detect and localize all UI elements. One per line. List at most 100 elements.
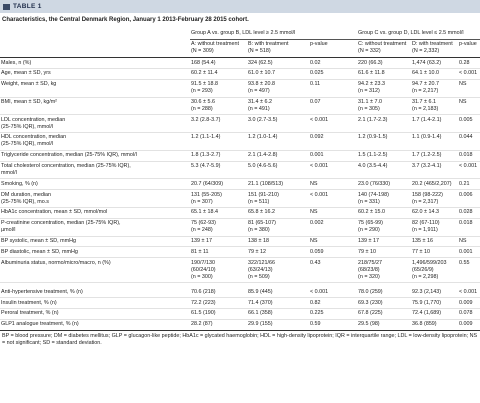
column-header: A: without treatment (N = 309) (190, 39, 247, 59)
cell: 1.2 (1.1-1.4) (190, 132, 247, 151)
column-header: C: without treatment (N = 332) (357, 39, 412, 59)
cell: 220 (66.3) (357, 57, 412, 69)
cell-line: 61.6 ± 11.8 (358, 70, 385, 77)
cell: 79 ± 12 (247, 246, 309, 259)
cell-line: 140 (74-198) (358, 191, 389, 198)
cell-line: 0.009 (459, 299, 473, 306)
cell: 4.0 (3.5-4.4) (357, 161, 412, 180)
cell-line: 5.3 (4.7-5.9) (191, 163, 221, 170)
cell: 23.0 (76/330) (357, 178, 412, 191)
column-header: p-value (458, 39, 480, 59)
cell-line: BP systolic, mean ± SD, mmHg (1, 237, 77, 244)
cell: 31.1 ± 7.0 (n = 305) (357, 97, 412, 116)
cell: 0.11 (309, 79, 358, 98)
cell: 75 (62-93) (n = 248) (190, 218, 247, 237)
cell-line: DM duration, median (1, 191, 52, 198)
cell-line: 67.8 (225) (358, 310, 383, 317)
icon (3, 3, 10, 10)
row-label: GLP1 analogue treatment, % (n) (0, 319, 190, 331)
cell-line: (n = 497) (248, 88, 270, 95)
cell-line: 79 ± 10 (358, 248, 376, 255)
cell-line: 1.5 (1.1-2.5) (358, 152, 388, 159)
table-row: P-creatinine concentration, median (25-7… (0, 218, 480, 237)
cell-line: 322/121/66 (248, 259, 275, 266)
cell: 78.0 (259) (357, 282, 412, 299)
cell: 66.1 (358) (247, 308, 309, 320)
cell-line: 139 ± 17 (358, 237, 379, 244)
cell-line: NS (310, 180, 318, 187)
cell: 30.6 ± 5.6 (n = 288) (190, 97, 247, 116)
cell-line: < 0.001 (310, 163, 329, 170)
table-row: BMI, mean ± SD, kg/m² 30.6 ± 5.6 (n = 288)… (0, 97, 480, 116)
cell-line: < 0.001 (310, 116, 329, 123)
cell-line: 66.1 (358) (248, 310, 273, 317)
cell: 5.0 (4.6-5.6) (247, 161, 309, 180)
cell: 0.009 (458, 297, 480, 310)
cell-line: (n = 288) (191, 105, 213, 112)
cell: 2.1 (1.4-2.8) (247, 150, 309, 162)
cell-line: Triglyceride concentration, median (25-7… (1, 152, 137, 159)
cell-line: BP diastolic, mean ± SD, mmHg (1, 248, 78, 255)
cell-line: (N = 2,332) (412, 48, 440, 55)
cell-line: 65.1 ± 18.4 (191, 209, 218, 216)
cell-line: BMI, mean ± SD, kg/m² (1, 98, 57, 105)
cell-line: 72.4 (1,689) (412, 310, 442, 317)
cell-line: 0.02 (310, 59, 321, 66)
cell-line: Albuminuria status, normo/micro/macro, n… (1, 259, 111, 266)
cell: 218/75/27 (68/23/8) (n = 320) (357, 257, 412, 283)
cell-line: (n = 380) (248, 227, 270, 234)
row-label: LDL concentration, median (25-75% IQR), m… (0, 114, 190, 134)
cell-line: 0.002 (310, 220, 324, 227)
cell: 60.2 ± 15.0 (357, 207, 412, 219)
cell-line: 30.6 ± 5.6 (191, 98, 215, 105)
cell: 81 ± 11 (190, 246, 247, 259)
cell-line: Smoking, % (n) (1, 180, 38, 187)
cell-line: 158 (98-222) (412, 191, 443, 198)
cell-line: 79 ± 12 (248, 248, 266, 255)
cell-line: (65/26/9) (412, 266, 434, 273)
row-label: Total cholesterol concentration, median … (0, 161, 190, 180)
cell-line: 3.0 (2.7-3.5) (248, 116, 278, 123)
cell: 71.4 (370) (247, 297, 309, 310)
cell-line: (n = 290) (358, 227, 380, 234)
cell-line: 0.001 (310, 152, 324, 159)
table-row: Age, mean ± SD, yrs 60.2 ± 11.4 61.0 ± 10.… (0, 68, 480, 80)
cell-line: HbA1c concentration, mean ± SD, mmol/mol (1, 209, 108, 216)
cell: 72.2 (223) (190, 297, 247, 310)
cell-line: 75.9 (1,770) (412, 299, 442, 306)
cell-line: NS (310, 209, 318, 216)
cell: 72.4 (1,689) (411, 308, 459, 320)
cell-line: 0.001 (459, 248, 473, 255)
cell: < 0.001 (309, 282, 358, 299)
cell-line: 94.7 ± 20.7 (412, 81, 439, 88)
cell-line: (n = 509) (248, 273, 270, 280)
cell-line: 0.044 (459, 134, 473, 141)
cell-line: 0.025 (310, 70, 324, 77)
row-label: BP systolic, mean ± SD, mmHg (0, 236, 190, 248)
cell-line: 20.7 (64/309) (191, 180, 224, 187)
cell-line: 0.28 (459, 59, 470, 66)
cell-line: 5.0 (4.6-5.6) (248, 163, 278, 170)
cell-line: 0.55 (459, 259, 470, 266)
table-row: Triglyceride concentration, median (25-7… (0, 150, 480, 162)
cell-line: 70.6 (218) (191, 288, 216, 295)
cell-line: < 0.001 (310, 191, 329, 198)
row-label: Anti-hypertensive treatment, % (n) (0, 282, 190, 299)
cell: 0.005 (458, 114, 480, 134)
cell: 0.21 (458, 178, 480, 191)
cell-line: D: with treatment (412, 41, 453, 48)
table-row: Smoking, % (n) 20.7 (64/309) 21.1 (108/513… (0, 178, 480, 191)
cell-line: 218/75/27 (358, 259, 383, 266)
cell-line: (n = 312) (358, 88, 380, 95)
cell-line: (N = 518) (248, 48, 271, 55)
cell-line: (n = 491) (248, 105, 270, 112)
cell: 70.6 (218) (190, 282, 247, 299)
cell: < 0.001 (309, 114, 358, 134)
row-label: DM duration, median (25-75% IQR), mo.s (0, 189, 190, 208)
cell-line: (n = 331) (358, 198, 380, 205)
cell: 138 ± 18 (247, 236, 309, 248)
cell: 0.59 (309, 319, 358, 331)
cell: 61.5 (190) (190, 308, 247, 320)
cell-line: 3.2 (2.8-3.7) (191, 116, 221, 123)
